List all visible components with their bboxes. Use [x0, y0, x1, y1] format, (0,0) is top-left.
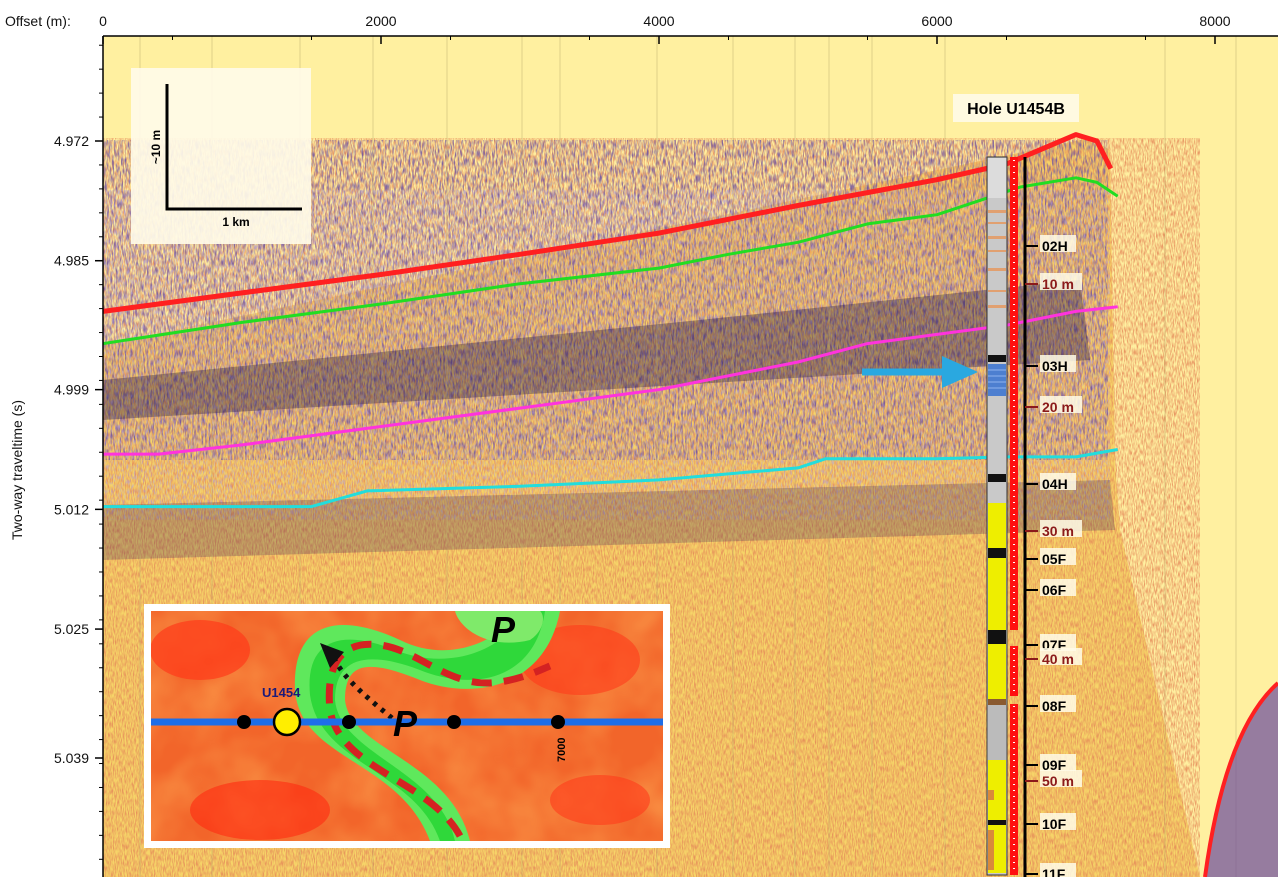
horizon-lines: [103, 132, 1119, 509]
scale-horizontal-label: 1 km: [222, 215, 249, 229]
x-tick-label: 2000: [365, 13, 396, 29]
depth-label-bg: [1040, 770, 1082, 787]
inset-track-label: 7000: [556, 738, 568, 762]
core-label-bg: [1040, 754, 1076, 771]
horizon-line: [103, 305, 1118, 456]
depth-label: 10 m: [1042, 276, 1074, 292]
scale-bar: ~10 m 1 km: [131, 68, 311, 244]
depth-labels: 10 m 20 m 30 m 40 m 50 m: [1025, 273, 1082, 789]
core-label-bg: [1040, 863, 1076, 877]
core-label-bg: [1040, 548, 1076, 565]
x-tick-label: 6000: [921, 13, 952, 29]
depth-label-bg: [1040, 273, 1082, 290]
core-label: 03H: [1042, 358, 1068, 374]
hole-title: Hole U1454B: [967, 101, 1065, 118]
y-tick-label: 5.039: [54, 750, 89, 766]
core-label-bg: [1040, 579, 1076, 596]
y-tick-label: 5.012: [54, 501, 89, 517]
core-label: 02H: [1042, 238, 1068, 254]
core-label-bg: [1040, 235, 1076, 252]
core-label-bg: [1040, 634, 1076, 651]
core-recovery-bars: [1010, 157, 1018, 875]
core-label-bg: [1040, 355, 1076, 372]
hole-log: Hole U1454B: [862, 94, 1082, 877]
inset-label-p-lower: P: [393, 703, 418, 744]
x-axis-ticks: 0 2000 4000 6000 8000: [99, 13, 1231, 44]
horizon-line: [103, 176, 1119, 346]
core-label-bg: [1040, 813, 1076, 830]
y-tick-label: 4.985: [54, 253, 89, 269]
inset-map: U1454 P P 7000: [144, 604, 670, 848]
depth-label: 30 m: [1042, 523, 1074, 539]
horizon-line: [103, 448, 1118, 509]
horizon-line: [103, 132, 1114, 314]
core-label: 09F: [1042, 757, 1067, 773]
arrow-icon: [862, 356, 978, 388]
core-label: 06F: [1042, 582, 1067, 598]
scale-vertical-label: ~10 m: [149, 130, 163, 164]
core-label: 04H: [1042, 476, 1068, 492]
y-tick-label: 4.972: [54, 133, 89, 149]
inset-label-p-upper: P: [491, 609, 516, 650]
depth-label: 50 m: [1042, 773, 1074, 789]
x-axis-label: Offset (m):: [5, 13, 71, 29]
depth-label-bg: [1040, 648, 1082, 665]
core-label: 10F: [1042, 816, 1067, 832]
y-axis-label: Two-way traveltime (s): [9, 400, 25, 540]
y-tick-label: 4.999: [54, 382, 89, 398]
inset-site-label: U1454: [262, 685, 301, 700]
x-tick-label: 4000: [643, 13, 674, 29]
depth-label: 20 m: [1042, 399, 1074, 415]
core-label-bg: [1040, 473, 1076, 490]
core-label: 11F: [1042, 866, 1066, 877]
x-tick-label: 8000: [1199, 13, 1230, 29]
axes: 0 2000 4000 6000 8000 4.972 4.985 4.999 5.012 5.…: [5, 13, 1278, 877]
core-label: 08F: [1042, 698, 1067, 714]
core-label: 05F: [1042, 551, 1067, 567]
depth-label-bg: [1040, 396, 1082, 413]
depth-label-bg: [1040, 520, 1082, 537]
core-label-bg: [1040, 695, 1076, 712]
depth-label: 40 m: [1042, 651, 1074, 667]
y-axis-ticks: 4.972 4.985 4.999 5.012 5.025 5.039: [54, 44, 103, 860]
y-tick-label: 5.025: [54, 621, 89, 637]
x-tick-label: 0: [99, 13, 107, 29]
